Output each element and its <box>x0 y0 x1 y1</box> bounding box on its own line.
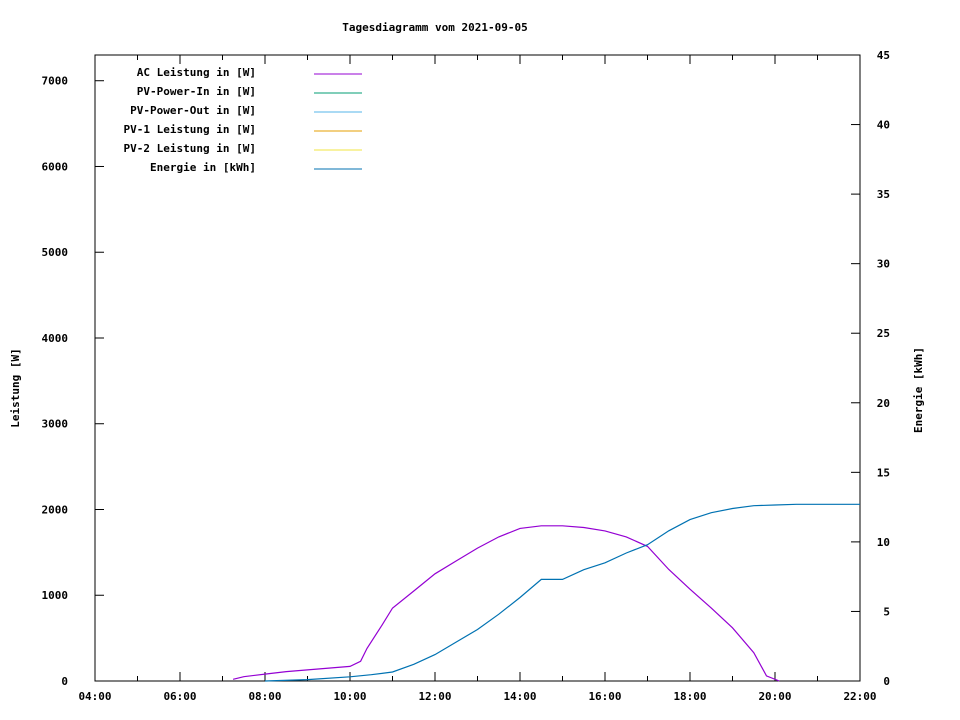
legend-label: AC Leistung in [W] <box>137 66 256 79</box>
y2-tick-label: 40 <box>877 119 890 132</box>
y2-tick-label: 20 <box>877 397 890 410</box>
legend-label: PV-Power-Out in [W] <box>130 104 256 117</box>
y-axis-label: Leistung [W] <box>9 348 22 427</box>
y2-tick-label: 15 <box>877 466 890 479</box>
y-tick-label: 3000 <box>42 418 69 431</box>
y2-tick-label: 30 <box>877 258 890 271</box>
legend-label: PV-Power-In in [W] <box>137 85 256 98</box>
x-tick-label: 06:00 <box>163 690 196 703</box>
y-tick-label: 5000 <box>42 246 69 259</box>
y2-tick-label: 25 <box>877 327 890 340</box>
x-tick-label: 10:00 <box>333 690 366 703</box>
y-tick-label: 1000 <box>42 589 69 602</box>
x-tick-label: 16:00 <box>588 690 621 703</box>
x-tick-label: 04:00 <box>78 690 111 703</box>
y2-tick-label: 10 <box>877 536 890 549</box>
y-tick-label: 6000 <box>42 160 69 173</box>
x-tick-label: 18:00 <box>673 690 706 703</box>
y2-tick-label: 35 <box>877 188 890 201</box>
y2-tick-label: 45 <box>877 49 890 62</box>
chart-title: Tagesdiagramm vom 2021-09-05 <box>342 21 527 34</box>
legend-label: PV-1 Leistung in [W] <box>124 123 256 136</box>
y-tick-label: 7000 <box>42 75 69 88</box>
y2-tick-label: 5 <box>883 605 890 618</box>
x-tick-label: 14:00 <box>503 690 536 703</box>
legend-label: Energie in [kWh] <box>150 161 256 174</box>
x-tick-label: 22:00 <box>843 690 876 703</box>
series-line-5 <box>264 503 860 682</box>
x-tick-label: 08:00 <box>248 690 281 703</box>
x-tick-label: 12:00 <box>418 690 451 703</box>
y2-axis-label: Energie [kWh] <box>912 347 925 433</box>
series-line-0 <box>232 525 780 682</box>
y-tick-label: 4000 <box>42 332 69 345</box>
legend-label: PV-2 Leistung in [W] <box>124 142 256 155</box>
y-tick-label: 2000 <box>42 503 69 516</box>
y2-tick-label: 0 <box>883 675 890 688</box>
y-tick-label: 0 <box>61 675 68 688</box>
x-tick-label: 20:00 <box>758 690 791 703</box>
